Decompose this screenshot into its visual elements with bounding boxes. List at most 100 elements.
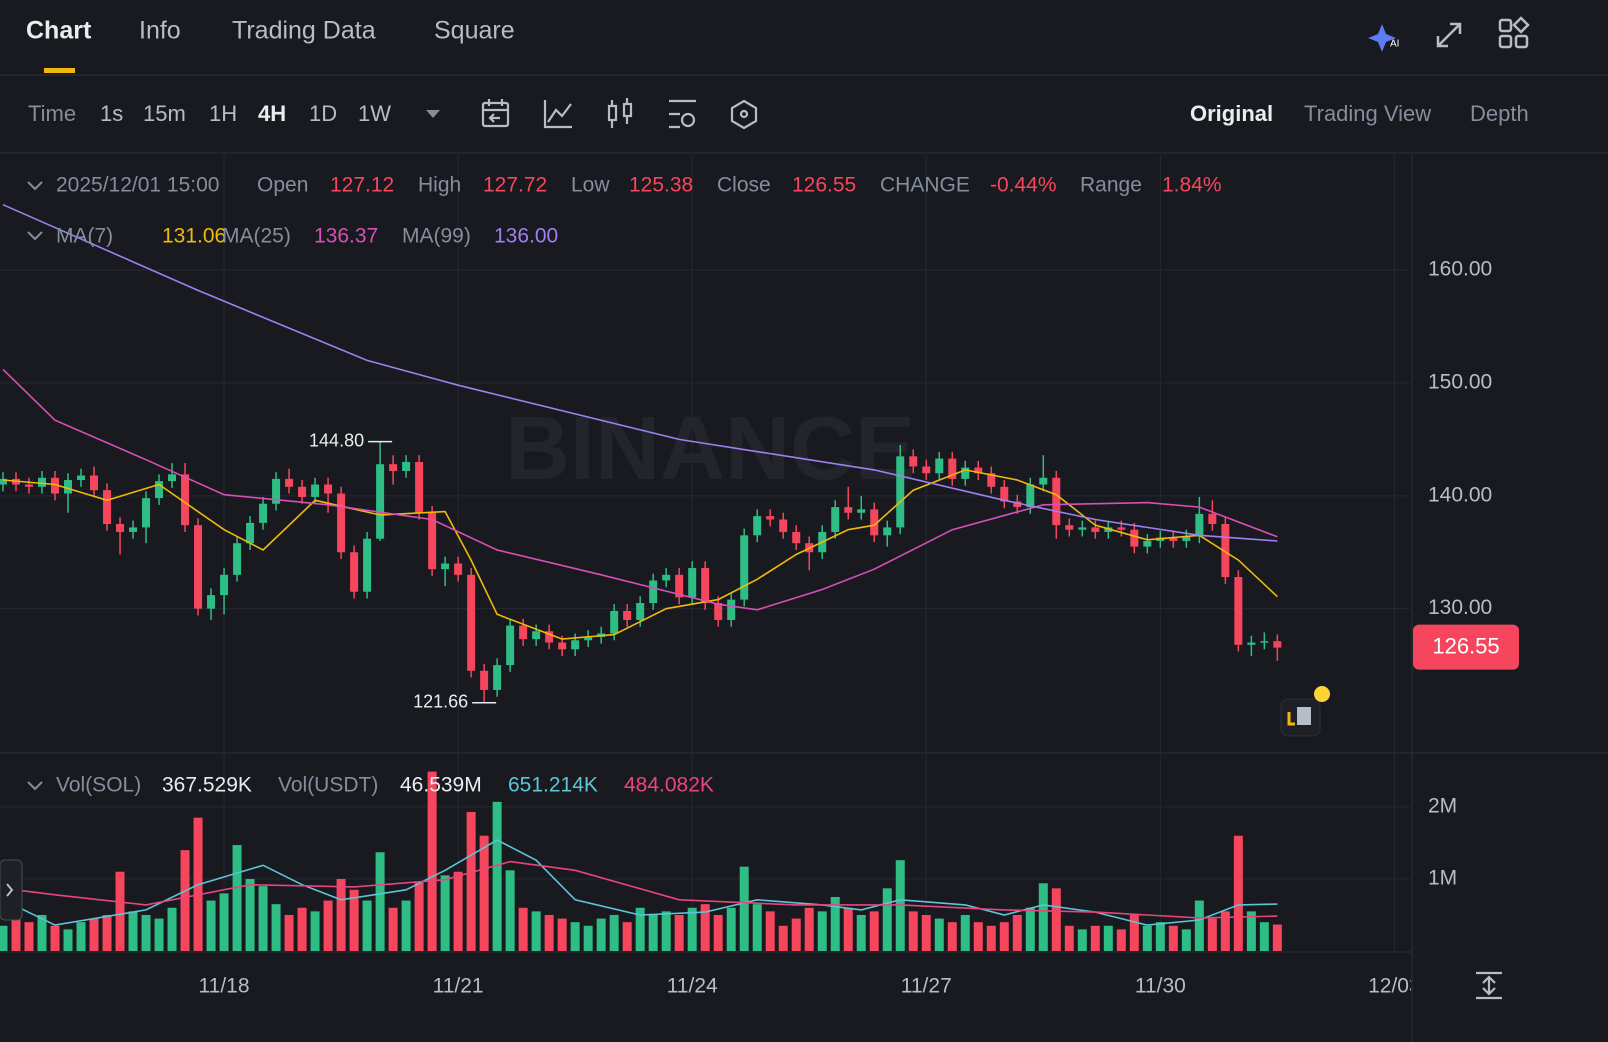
candle-body (1000, 486, 1009, 502)
legend-name: MA(99) (402, 224, 471, 248)
volume-bar (674, 914, 684, 951)
candle-icon[interactable] (607, 98, 633, 128)
legend-name: Vol(SOL) (56, 773, 142, 797)
volume-bar (206, 900, 216, 951)
volume-bar (1129, 914, 1139, 951)
volume-bar (492, 801, 502, 951)
candle-body (1169, 537, 1178, 541)
volume-bar (414, 882, 424, 951)
chevron (27, 781, 43, 791)
candle-body (129, 527, 138, 532)
candle-body (766, 516, 775, 520)
view-tab[interactable]: Original (1190, 101, 1274, 126)
candle-body (1195, 513, 1204, 537)
candle-body (558, 642, 567, 650)
watermark: BINANCE (505, 399, 915, 499)
hex-icon[interactable] (730, 99, 758, 130)
volume-bar (648, 914, 658, 951)
collapse-tab[interactable] (0, 859, 23, 921)
dropdown-caret[interactable] (426, 110, 440, 118)
candle-body (142, 498, 151, 528)
scale-icon[interactable] (1476, 971, 1502, 1000)
volume-bar (0, 925, 8, 951)
news-icon[interactable] (1280, 686, 1330, 737)
candle-body (207, 595, 216, 609)
interval[interactable]: 1W (358, 101, 391, 126)
calendar-icon[interactable] (481, 99, 510, 128)
info-name: CHANGE (880, 173, 970, 197)
candle-body (311, 484, 320, 497)
tab[interactable]: Chart (26, 16, 92, 45)
candle-body (571, 640, 580, 650)
tab[interactable]: Trading Data (232, 16, 376, 45)
candle-body (649, 580, 658, 604)
tab[interactable]: Info (139, 16, 181, 45)
interval[interactable]: 15m (143, 101, 186, 126)
toolbar-icons: AI (0, 16, 1608, 154)
candle-body (259, 503, 268, 523)
candle-body (246, 522, 255, 544)
candle-body (948, 458, 957, 479)
info-name: Range (1080, 173, 1142, 197)
candle-body (636, 603, 645, 620)
volume-bar (258, 886, 268, 951)
ai-icon[interactable]: AI (1368, 24, 1399, 52)
interval[interactable]: 1H (209, 101, 238, 126)
candle-body (675, 574, 684, 598)
indicator-icon[interactable] (543, 100, 572, 129)
volume-bar (1103, 925, 1113, 951)
volume-bar (440, 875, 450, 951)
interval[interactable]: 1D (309, 101, 338, 126)
candle-body (51, 477, 60, 494)
volume-bar (1090, 925, 1100, 951)
volume-bar (635, 907, 645, 951)
volume-bar (596, 918, 606, 951)
volume-bar (271, 904, 281, 951)
info-value: 127.12 (330, 173, 395, 197)
x-tick-label: 11/27 (901, 975, 952, 998)
view-tab[interactable]: Depth (1470, 101, 1529, 126)
view-tab[interactable]: Trading View (1304, 101, 1432, 126)
extreme-label: 144.80 (309, 430, 364, 450)
volume-bar (1116, 929, 1126, 951)
candle-body (337, 493, 346, 553)
info-name: Low (571, 173, 610, 197)
volume-bar (882, 888, 892, 951)
volume-bar (141, 914, 151, 951)
volume-bar (726, 907, 736, 951)
interval[interactable]: 4H (258, 101, 287, 126)
candle-body (779, 519, 788, 532)
candle-body (363, 538, 372, 592)
candle-body (1091, 527, 1100, 532)
volume-bar (986, 925, 996, 951)
ma-line (2, 203, 1278, 542)
volume-bar (869, 911, 879, 951)
candle-body (415, 461, 424, 513)
candle-body (1130, 529, 1139, 547)
candle-body (1234, 577, 1243, 645)
info-value: 127.72 (483, 173, 548, 197)
volume-bar (1025, 907, 1035, 951)
volume-bar (570, 922, 580, 951)
expand-icon[interactable] (1436, 22, 1462, 48)
volume-bar (765, 911, 775, 951)
interval[interactable]: 1s (100, 101, 124, 126)
y-tick-label: 2M (1428, 794, 1457, 817)
candle-body (1273, 641, 1282, 648)
legend-name: MA(25) (222, 224, 291, 248)
volume-bar (1207, 918, 1217, 951)
candle-body (233, 543, 242, 575)
tab[interactable]: Square (434, 16, 515, 45)
volume-bar (1246, 911, 1256, 951)
volume-bar (687, 907, 697, 951)
candle-body (1026, 484, 1035, 508)
volume-bar (323, 900, 333, 951)
candle-body (64, 480, 73, 494)
candle-body (701, 568, 710, 604)
volume-bar (245, 878, 255, 951)
candle-body (116, 524, 125, 532)
settings-icon[interactable] (669, 99, 696, 129)
volume-bar (1051, 888, 1061, 951)
layout-icon[interactable] (1498, 16, 1530, 49)
